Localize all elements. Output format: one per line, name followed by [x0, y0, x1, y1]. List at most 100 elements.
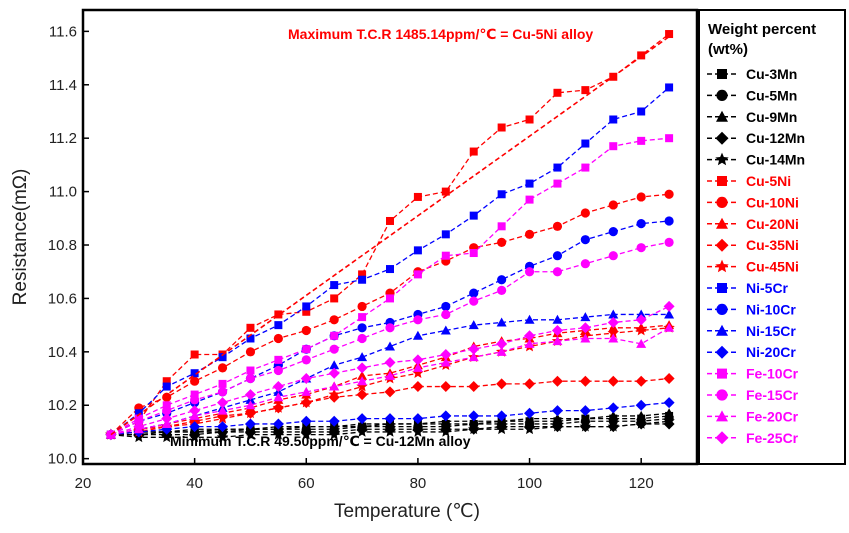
data-point — [385, 323, 395, 333]
data-point — [580, 333, 591, 343]
data-point — [441, 309, 451, 320]
data-point — [413, 246, 422, 255]
data-point — [663, 300, 675, 312]
y-axis-ticks: 10.0 10.2 10.4 10.6 10.8 11.0 11.2 11.4 11.6 — [48, 23, 89, 468]
data-point — [607, 420, 619, 432]
data-point — [329, 360, 340, 370]
data-point — [524, 314, 535, 324]
data-point — [664, 408, 675, 418]
legend-label: Ni-15Cr — [746, 323, 796, 339]
data-point — [301, 355, 311, 365]
data-point — [358, 275, 367, 284]
data-point — [664, 216, 674, 226]
data-point — [356, 425, 368, 437]
data-point — [551, 324, 563, 336]
data-point — [551, 405, 563, 417]
data-point — [441, 301, 451, 312]
y-tick-label: 10.0 — [48, 451, 77, 468]
data-point — [330, 281, 339, 290]
data-point — [664, 322, 675, 332]
data-point — [580, 413, 591, 423]
legend-item-fe-15cr: Fe-15Cr — [707, 387, 799, 403]
data-point — [665, 83, 674, 92]
series-line — [110, 412, 670, 436]
data-point — [607, 375, 619, 387]
data-point — [412, 381, 424, 393]
legend-marker — [715, 431, 729, 445]
data-point — [469, 249, 478, 258]
series-line — [110, 415, 670, 436]
data-point — [607, 402, 619, 414]
data-point — [552, 251, 563, 261]
legend-marker — [717, 69, 727, 79]
legend: Weight percent (wt%) Cu-3MnCu-5MnCu-9MnC… — [698, 9, 846, 465]
data-point — [386, 216, 394, 225]
data-point — [245, 373, 256, 384]
data-point — [274, 310, 283, 319]
data-point — [412, 362, 423, 372]
legend-item-cu-14mn: Cu-14Mn — [707, 152, 805, 168]
data-point — [300, 415, 312, 427]
data-point — [608, 227, 618, 237]
data-point — [579, 375, 591, 387]
plot-area — [105, 30, 675, 443]
series-fe-20cr — [105, 322, 675, 439]
y-tick-label: 10.4 — [48, 344, 77, 361]
data-point — [469, 296, 479, 306]
legend-label: Ni-5Cr — [746, 280, 789, 296]
data-point — [302, 302, 311, 311]
data-point — [356, 380, 368, 392]
data-point — [189, 405, 201, 417]
max-tcr-annotation: Maximum T.C.R 1485.14ppm/℃ = Cu-5Ni allo… — [288, 26, 593, 42]
legend-marker — [715, 131, 729, 145]
x-tick-label: 40 — [186, 475, 203, 492]
data-point — [469, 211, 478, 220]
axes — [81, 8, 699, 466]
data-point — [190, 390, 199, 399]
data-point — [162, 382, 171, 391]
legend-label: Cu-3Mn — [746, 66, 797, 82]
data-point — [635, 314, 647, 326]
legend-item-cu-5ni: Cu-5Ni — [707, 173, 791, 189]
x-tick-label: 20 — [75, 475, 92, 492]
data-point — [468, 423, 480, 435]
data-point — [300, 373, 312, 385]
legend-item-cu-20ni: Cu-20Ni — [707, 216, 799, 232]
data-point — [579, 420, 592, 432]
legend-item-cu-3mn: Cu-3Mn — [707, 66, 797, 82]
data-point — [385, 370, 395, 380]
legend-label: Cu-45Ni — [746, 259, 799, 275]
legend-marker — [716, 389, 728, 401]
legend-item-ni-10cr: Ni-10Cr — [707, 301, 796, 317]
data-point — [217, 363, 228, 373]
data-point — [664, 309, 675, 319]
data-point — [189, 421, 201, 433]
x-axis-label: Temperature (℃) — [334, 501, 480, 522]
data-point — [637, 107, 646, 116]
data-point — [608, 251, 618, 261]
data-point — [496, 317, 507, 327]
data-point — [663, 373, 675, 385]
data-point — [497, 190, 506, 199]
data-point — [328, 367, 340, 379]
data-point — [358, 270, 367, 279]
data-point — [636, 410, 647, 420]
data-point — [552, 336, 563, 346]
data-point — [246, 366, 255, 375]
data-point — [636, 243, 646, 253]
data-point — [469, 147, 478, 156]
legend-label: Cu-14Mn — [746, 152, 805, 168]
series-line — [110, 313, 670, 436]
data-point — [300, 396, 312, 408]
legend-label: Cu-12Mn — [746, 130, 805, 146]
data-point — [330, 331, 339, 340]
data-point — [525, 179, 534, 188]
x-tick-label: 120 — [629, 475, 654, 492]
data-point — [217, 387, 228, 397]
y-tick-label: 10.2 — [48, 397, 77, 414]
legend-label: Cu-9Mn — [746, 109, 797, 125]
data-point — [384, 386, 396, 398]
data-point — [301, 386, 312, 396]
data-point — [272, 418, 284, 430]
legend-label: Cu-5Ni — [746, 173, 791, 189]
